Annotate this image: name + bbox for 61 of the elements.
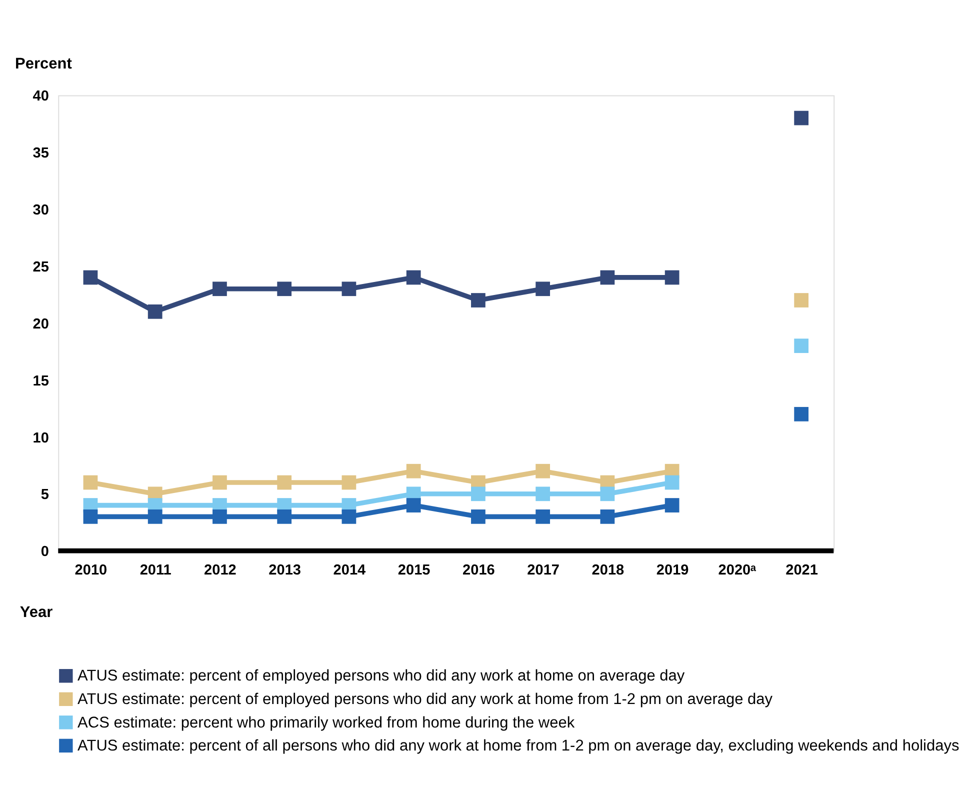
point [664, 498, 680, 512]
point [536, 464, 550, 478]
point [212, 475, 227, 490]
point [664, 270, 680, 285]
point [212, 282, 227, 296]
point [148, 304, 162, 319]
y-tick-label: 15 [32, 373, 49, 390]
y-axis-title: Percent [15, 56, 72, 73]
point [277, 282, 292, 296]
point [794, 406, 809, 422]
point [342, 509, 356, 524]
point [342, 475, 356, 490]
point [600, 486, 615, 502]
x-tick-label: 2015 [398, 562, 430, 579]
y-tick-label: 40 [32, 88, 49, 105]
point [794, 110, 809, 126]
y-tick-label: 10 [32, 430, 49, 446]
point [471, 509, 486, 524]
point [277, 475, 292, 490]
x-tick-label: 2010 [74, 562, 108, 579]
legend-label: ATUS estimate: percent of employed persons who did any work at home on average day [78, 668, 685, 685]
point [83, 270, 98, 285]
point [148, 509, 162, 524]
point [342, 282, 356, 296]
y-tick-label: 0 [40, 544, 49, 560]
legend-label: ATUS estimate: percent of all persons who did any work at home from 1-2 pm on average day, excluding weekends and holidays [78, 738, 960, 755]
point [600, 270, 615, 285]
point [212, 509, 227, 524]
point [277, 509, 292, 524]
x-tick-label: 2019 [656, 562, 689, 579]
point [664, 475, 680, 490]
point [406, 464, 421, 478]
point [794, 293, 809, 308]
x-tick-label: 2012 [204, 562, 236, 579]
x-tick-label: 2013 [268, 562, 301, 579]
x-tick-label: 2011 [140, 562, 172, 579]
point [471, 486, 486, 502]
x-tick-label: 2016 [462, 562, 495, 579]
point [83, 475, 98, 490]
point [536, 486, 550, 502]
legend-label: ACS estimate: percent who primarily worked from home during the week [78, 714, 575, 732]
y-tick-label: 25 [32, 259, 49, 276]
y-tick-label: 30 [32, 202, 49, 218]
x-tick-label: 2021 [786, 562, 818, 579]
point [794, 338, 809, 354]
y-tick-label: 35 [32, 146, 49, 162]
x-axis-title: Year [20, 604, 53, 622]
point [471, 293, 486, 308]
legend-label: ATUS estimate: percent of employed persons who did any work at home from 1-2 pm on average day [78, 690, 773, 708]
y-tick-label: 5 [40, 487, 49, 504]
point [536, 282, 550, 296]
point [536, 509, 550, 524]
x-tick-label: 2017 [527, 562, 560, 579]
point [406, 270, 421, 285]
y-tick-label: 20 [32, 316, 49, 332]
x-tick-label: 2020ᵃ [718, 562, 757, 579]
point [406, 498, 421, 512]
point [83, 509, 98, 524]
x-tick-label: 2014 [333, 562, 366, 579]
point [600, 509, 615, 524]
x-tick-label: 2018 [592, 562, 624, 579]
